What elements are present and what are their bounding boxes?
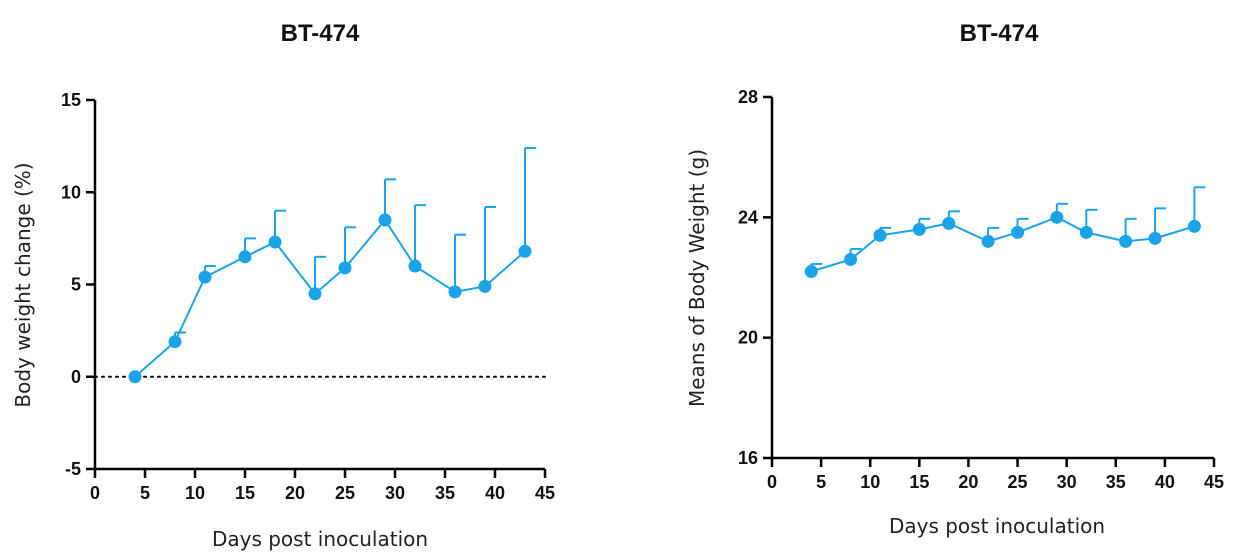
y-tick-label: 15 [61,90,81,110]
error-bar-layer [810,186,1206,272]
series-line [134,218,526,378]
y-tick-label: 16 [738,448,758,468]
data-point [1187,219,1201,233]
y-tick-label: 5 [71,275,81,295]
data-point [1050,210,1064,224]
data-point [844,252,858,266]
x-tick-label: 45 [1204,472,1224,492]
point-layer [804,210,1201,278]
data-point [981,234,995,248]
x-tick-label: 25 [335,483,355,503]
x-tick-label: 10 [860,472,880,492]
chart-title: BT-474 [281,20,360,47]
series-line [810,216,1195,273]
y-tick-label: 20 [738,328,758,348]
x-tick-label: 0 [767,472,777,492]
x-tick-label: 30 [1057,472,1077,492]
data-point [1011,225,1025,239]
y-tick-label: 24 [738,207,758,227]
x-tick-label: 15 [235,483,255,503]
x-axis-label: Days post inoculation [889,514,1105,538]
data-point [804,264,818,278]
data-point [1079,225,1093,239]
data-point [128,370,142,384]
y-tick-label: 0 [71,367,81,387]
y-tick-label: 28 [738,87,758,107]
data-point [308,287,322,301]
y-tick-label: -5 [65,459,81,479]
axes [93,100,545,471]
data-point [942,216,956,230]
x-tick-label: 20 [285,483,305,503]
data-point [1119,234,1133,248]
x-axis-label: Days post inoculation [212,527,428,551]
point-layer [128,213,532,384]
x-tick-label: 45 [535,483,555,503]
series-line-layer [134,218,526,378]
data-point [448,285,462,299]
x-tick-label: 15 [909,472,929,492]
x-tick-label: 5 [140,483,150,503]
x-tick-label: 40 [485,483,505,503]
data-point [268,235,282,249]
axes [770,97,1214,460]
tick-layer: 16 20 24 28 0 5 10 15 20 25 30 35 40 45 [738,87,1224,492]
tick-layer: -5 0 5 10 15 0 5 10 15 20 25 30 35 40 45 [61,90,555,503]
x-tick-label: 35 [435,483,455,503]
data-point [338,261,352,275]
chart-panel-body-weight-change: BT-474 Body weight change (%) Days post … [11,20,555,551]
data-point [378,213,392,227]
y-axis-label: Body weight change (%) [11,162,35,407]
x-tick-label: 20 [958,472,978,492]
data-point [912,222,926,236]
x-tick-label: 35 [1106,472,1126,492]
series-line-layer [810,216,1195,273]
data-point [238,250,252,264]
data-point [168,335,182,349]
x-tick-label: 25 [1008,472,1028,492]
data-point [198,270,212,284]
x-tick-label: 0 [90,483,100,503]
error-bar-layer [174,146,536,342]
data-point [408,259,422,273]
data-point [518,244,532,258]
data-point [873,228,887,242]
x-tick-label: 5 [816,472,826,492]
x-tick-label: 10 [185,483,205,503]
data-point [478,279,492,293]
y-axis-label: Means of Body Weight (g) [685,149,709,407]
data-point [1148,231,1162,245]
x-tick-label: 40 [1155,472,1175,492]
chart-title: BT-474 [960,20,1039,47]
chart-panel-body-weight-means: BT-474 Means of Body Weight (g) Days pos… [685,20,1224,538]
x-tick-label: 30 [385,483,405,503]
y-tick-label: 10 [61,182,81,202]
